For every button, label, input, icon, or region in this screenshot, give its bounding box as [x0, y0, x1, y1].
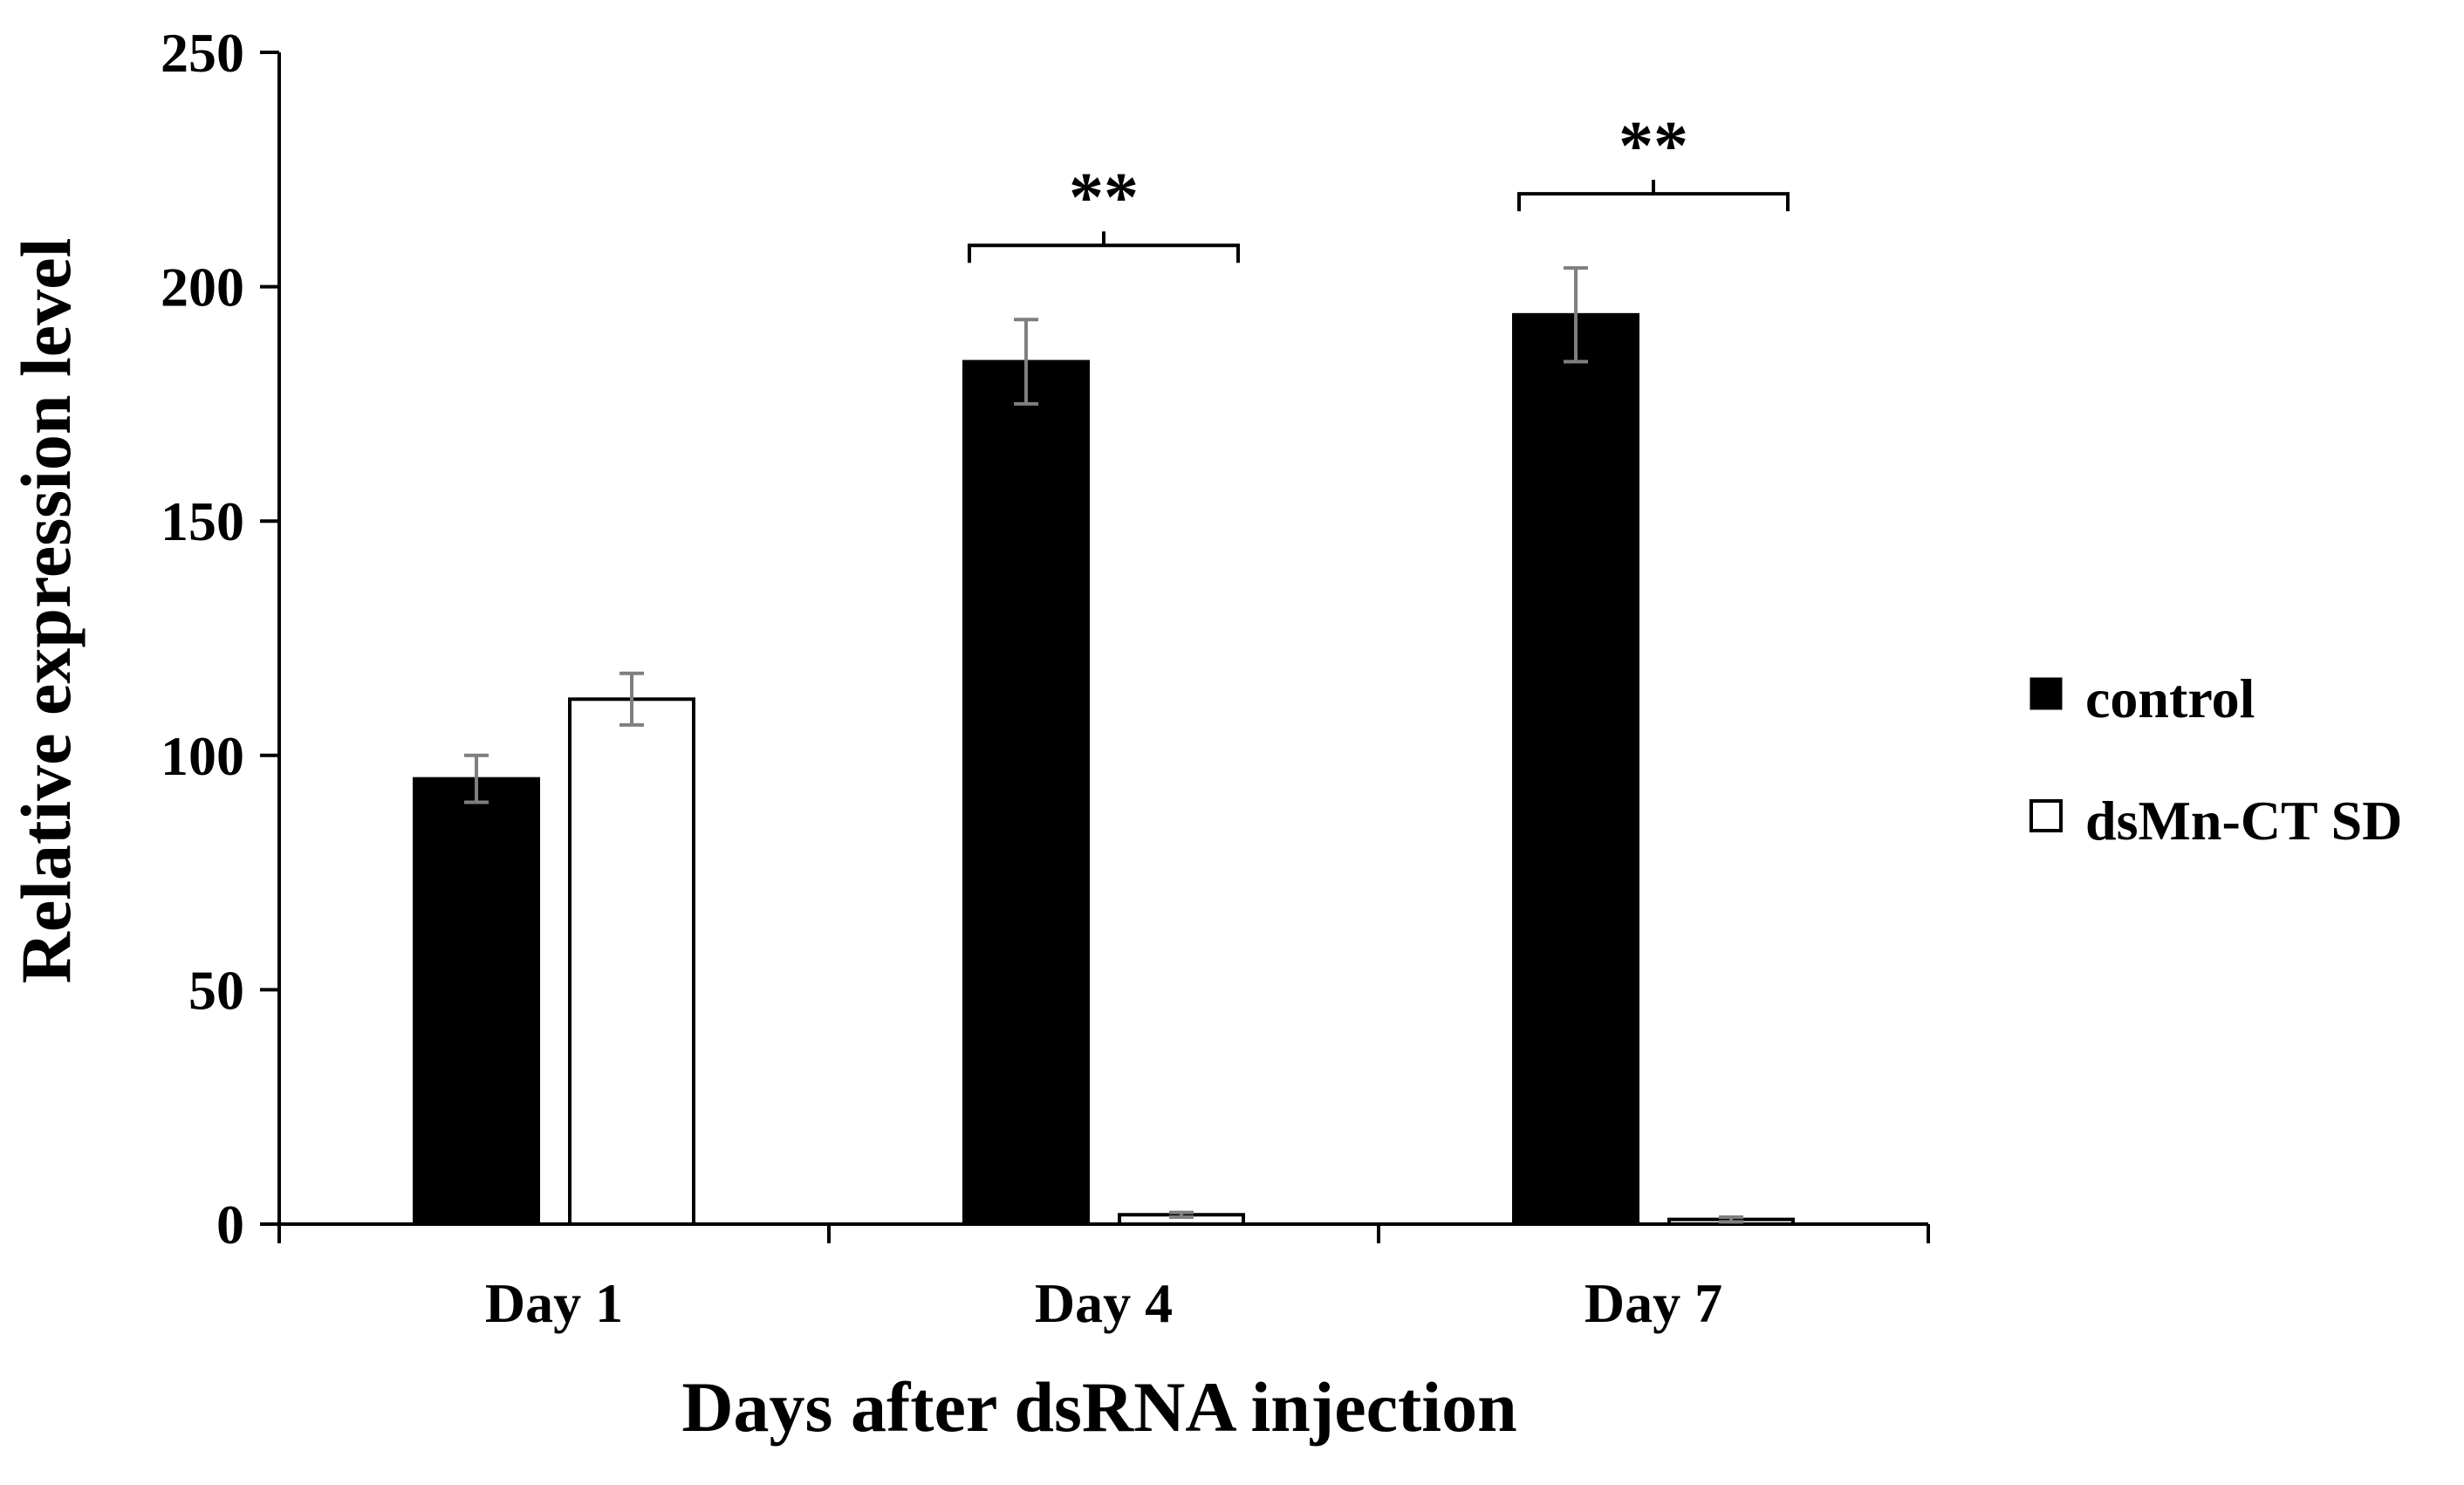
- y-tick-label: 0: [216, 1194, 244, 1256]
- y-tick-label: 100: [161, 725, 244, 787]
- legend-swatch-dsmn-ctsd: [2029, 799, 2063, 832]
- significance-bracket: [1517, 180, 1790, 212]
- significance-bracket: [968, 231, 1240, 263]
- significance-label: **: [1069, 160, 1139, 236]
- bar: [413, 777, 540, 1226]
- bars: [413, 312, 1795, 1227]
- y-tick-label: 200: [161, 257, 244, 318]
- bar: [962, 359, 1090, 1226]
- legend: control dsMn-CT SD: [2029, 667, 2402, 852]
- x-tick-label: Day 1: [485, 1272, 623, 1334]
- y-axis-title: Relative expression level: [6, 238, 86, 984]
- y-tick-label: 150: [161, 490, 244, 552]
- error-bars: [464, 266, 1743, 1224]
- bar: [1512, 312, 1639, 1226]
- significance-label: **: [1619, 108, 1688, 185]
- axes: 0 50 100 150 200 250 Day 1 Day 4 Day 7: [161, 22, 1930, 1334]
- x-tick-label: Day 4: [1035, 1272, 1173, 1334]
- legend-label-dsmn-ctsd: dsMn-CT SD: [2085, 790, 2402, 852]
- bar: [568, 697, 695, 1226]
- legend-swatch-control: [2029, 677, 2063, 710]
- legend-label-control: control: [2085, 667, 2255, 729]
- y-tick-label: 50: [188, 959, 244, 1021]
- x-axis-title: Days after dsRNA injection: [681, 1367, 1516, 1447]
- significance-annotations: ** **: [968, 108, 1790, 263]
- y-tick-label: 250: [161, 22, 244, 84]
- x-tick-label: Day 7: [1584, 1272, 1722, 1334]
